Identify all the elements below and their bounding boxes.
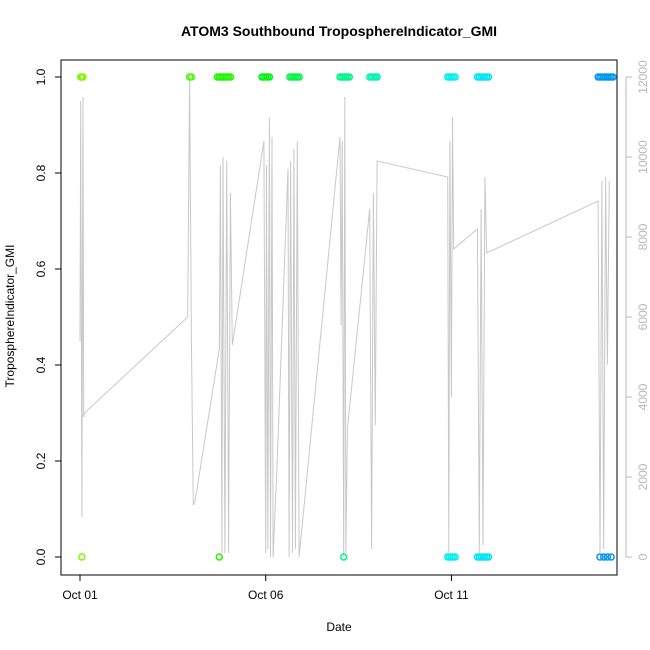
y-axis-left: 0.0 0.2 0.4 0.6 0.8 1.0	[34, 68, 61, 565]
data-point	[607, 553, 615, 561]
data-point	[484, 553, 493, 561]
y2-tick-label: 6000	[636, 303, 650, 330]
data-point	[609, 73, 617, 81]
x-tick-label: Oct 06	[248, 588, 284, 602]
y2-tick-label: 10000	[636, 140, 650, 174]
data-point	[603, 553, 612, 561]
x-tick-label: Oct 11	[434, 588, 469, 602]
y-tick-label: 0.6	[34, 260, 48, 277]
data-point	[599, 553, 608, 561]
altitude-line	[79, 76, 610, 558]
y2-tick-label: 0	[636, 553, 650, 560]
data-point	[215, 553, 224, 561]
data-point	[79, 73, 87, 81]
data-point	[339, 553, 348, 561]
data-point	[596, 553, 604, 561]
y-axis-label: TroposphereIndicator_GMI	[3, 245, 17, 388]
x-tick-label: Oct 01	[62, 588, 98, 602]
y2-tick-label: 8000	[636, 223, 650, 250]
x-axis-label: Date	[326, 620, 352, 634]
y-axis-right: 0 2000 4000 6000 8000 10000 12000	[625, 60, 650, 560]
data-point	[451, 73, 459, 81]
altitude-line-layer	[79, 76, 610, 558]
y-tick-label: 1.0	[34, 68, 48, 85]
y-tick-label: 0.8	[34, 164, 48, 181]
data-point	[265, 73, 274, 81]
data-point	[484, 73, 493, 81]
data-point	[187, 73, 196, 81]
y-tick-label: 0.2	[34, 452, 48, 469]
y-tick-label: 0.0	[34, 548, 48, 565]
chart-title: ATOM3 Southbound TroposphereIndicator_GM…	[181, 23, 497, 39]
data-point	[373, 73, 381, 81]
y2-tick-label: 2000	[636, 463, 650, 490]
plot-border	[60, 59, 618, 576]
data-point	[78, 553, 86, 561]
x-axis: Oct 01 Oct 06 Oct 11	[62, 575, 469, 602]
y-tick-label: 0.4	[34, 356, 48, 373]
y2-tick-label: 12000	[636, 60, 650, 94]
data-point	[226, 73, 235, 81]
plot-frame	[60, 59, 618, 576]
data-point	[295, 73, 303, 81]
points-layer	[76, 73, 617, 561]
y2-tick-label: 4000	[636, 383, 650, 410]
data-point	[451, 553, 459, 561]
data-point	[345, 73, 354, 81]
